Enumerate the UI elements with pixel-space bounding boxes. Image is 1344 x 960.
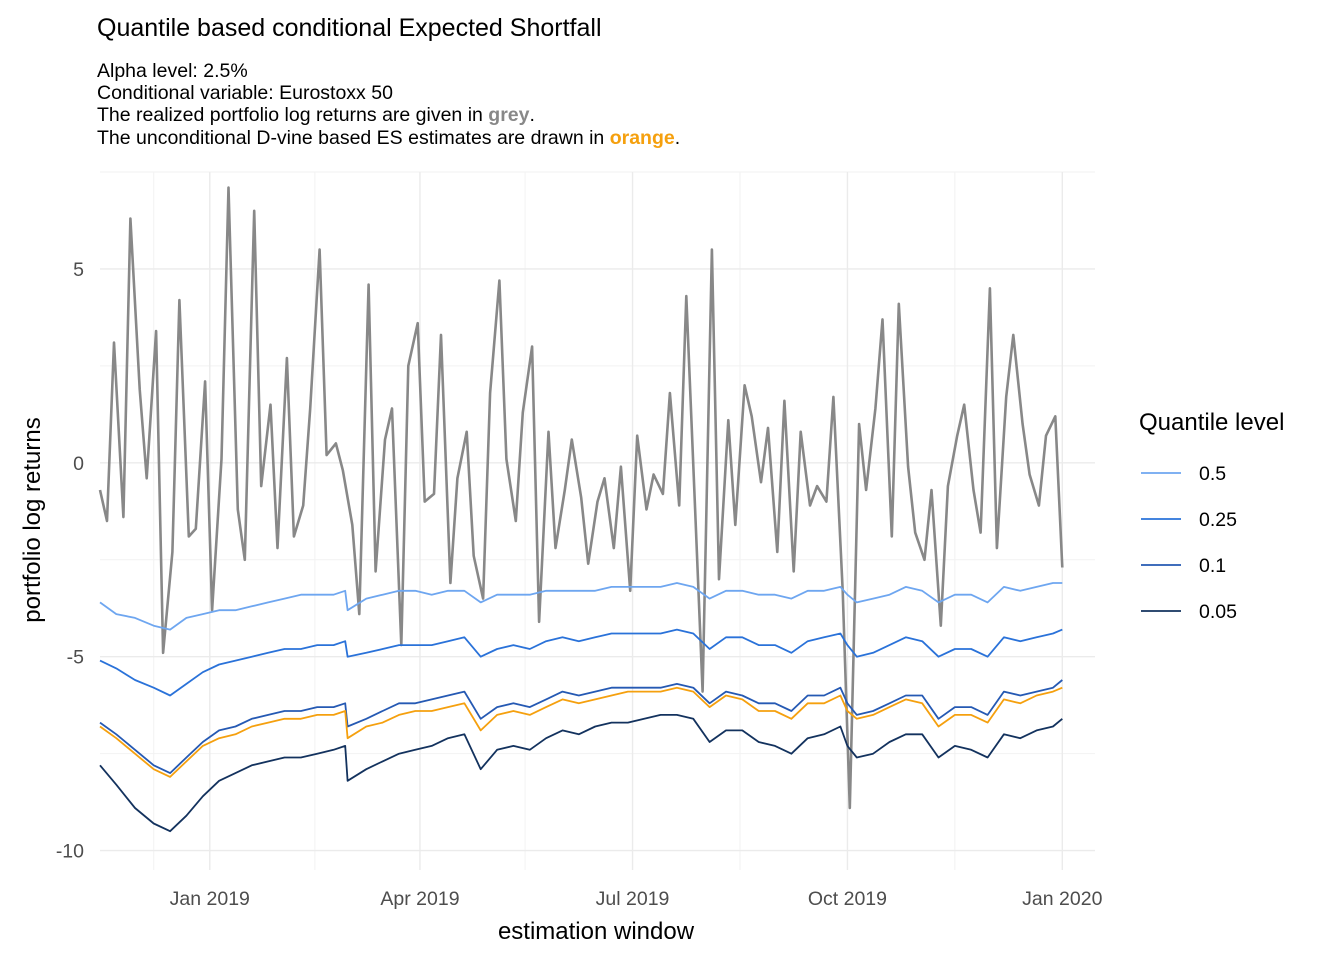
- legend: Quantile level 0.5 0.25 0.1 0.05: [1139, 409, 1284, 623]
- x-axis-ticks: Jan 2019 Apr 2019 Jul 2019 Oct 2019 Jan 2020: [170, 888, 1103, 910]
- series-line-q005: [99, 714, 1063, 833]
- subtitle-orange-highlight: orange: [610, 127, 675, 149]
- subtitle-grey-highlight: grey: [488, 104, 529, 126]
- legend-title: Quantile level: [1139, 409, 1284, 436]
- y-tick-label: 0: [73, 453, 84, 475]
- minor-gridlines: [100, 171, 1095, 870]
- x-axis-title: estimation window: [498, 918, 695, 945]
- subtitle-line-4-suffix: .: [675, 127, 680, 149]
- legend-label: 0.25: [1199, 509, 1237, 531]
- subtitle-line-3: The realized portfolio log returns are g…: [97, 104, 535, 126]
- legend-label: 0.1: [1199, 555, 1226, 577]
- subtitle-line-1: Alpha level: 2.5%: [97, 60, 248, 82]
- legend-label: 0.5: [1199, 463, 1226, 485]
- legend-entries: 0.5 0.25 0.1 0.05: [1141, 463, 1237, 623]
- series-line-returns: [98, 186, 1064, 810]
- series-line-q05: [99, 582, 1063, 631]
- y-axis-ticks: 5 0 -5 -10: [56, 259, 84, 863]
- subtitle-line-4-prefix: The unconditional D-vine based ES estima…: [97, 127, 610, 149]
- x-tick-label: Apr 2019: [380, 888, 459, 910]
- x-tick-label: Jan 2020: [1022, 888, 1102, 910]
- series-line-q025: [99, 628, 1063, 697]
- subtitle-line-4: The unconditional D-vine based ES estima…: [97, 127, 680, 149]
- subtitle-line-2: Conditional variable: Eurostoxx 50: [97, 82, 393, 104]
- y-tick-label: -5: [67, 647, 84, 669]
- series-line-q01: [99, 679, 1063, 774]
- x-tick-label: Jan 2019: [170, 888, 250, 910]
- series-layer: [98, 186, 1064, 833]
- chart-title: Quantile based conditional Expected Shor…: [97, 14, 602, 42]
- y-tick-label: -10: [56, 841, 84, 863]
- y-axis-title: portfolio log returns: [19, 417, 46, 622]
- subtitle-line-3-suffix: .: [530, 104, 535, 126]
- series-line-unconditional: [99, 686, 1063, 778]
- x-tick-label: Jul 2019: [596, 888, 670, 910]
- legend-label: 0.05: [1199, 601, 1237, 623]
- x-tick-label: Oct 2019: [808, 888, 887, 910]
- subtitle-line-3-prefix: The realized portfolio log returns are g…: [97, 104, 488, 126]
- y-tick-label: 5: [73, 259, 84, 281]
